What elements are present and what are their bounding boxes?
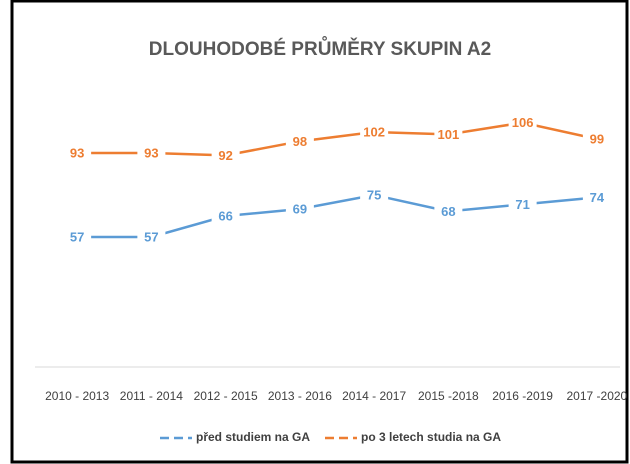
data-label-bg <box>360 123 389 141</box>
data-label: 75 <box>367 187 381 202</box>
data-label-bg <box>434 202 463 221</box>
data-label-bg <box>508 113 537 132</box>
legend-label: před studiem na GA <box>196 430 310 444</box>
data-label: 101 <box>438 127 460 142</box>
x-tick-label: 2014 - 2017 <box>342 389 406 403</box>
data-label: 74 <box>590 190 605 205</box>
data-label-bg <box>63 144 92 162</box>
data-label-bg <box>285 200 314 218</box>
x-tick-label: 2016 -2019 <box>492 389 553 403</box>
data-label: 93 <box>144 145 158 160</box>
x-tick-label: 2015 -2018 <box>418 389 479 403</box>
data-label-bg <box>508 195 537 214</box>
x-tick-label: 2012 - 2015 <box>194 389 258 403</box>
data-label-bg <box>137 228 166 246</box>
data-label-bg <box>582 188 611 207</box>
data-label: 92 <box>218 148 232 163</box>
frame <box>10 0 629 464</box>
x-tick-label: 2010 - 2013 <box>45 389 109 403</box>
data-label: 102 <box>363 124 385 139</box>
x-tick-label: 2013 - 2016 <box>268 389 332 403</box>
x-tick-label: 2017 -2020 <box>567 389 628 403</box>
data-label-bg <box>211 207 240 225</box>
data-label: 98 <box>293 134 307 149</box>
x-tick-label: 2011 - 2014 <box>120 389 183 403</box>
data-label: 93 <box>70 145 84 160</box>
data-label: 57 <box>144 229 158 244</box>
data-label-bg <box>360 186 389 204</box>
legend-label: po 3 letech studia na GA <box>361 430 501 444</box>
data-label-bg <box>211 146 240 165</box>
data-label: 71 <box>515 197 529 212</box>
chart-title: DLOUHODOBÉ PRŮMĚRY SKUPIN A2 <box>149 37 491 60</box>
data-label: 106 <box>512 115 534 130</box>
data-label-bg <box>63 228 92 246</box>
data-label: 99 <box>590 131 604 146</box>
data-label-bg <box>582 130 611 148</box>
data-label-bg <box>137 144 166 162</box>
data-label: 69 <box>293 201 307 216</box>
data-label-bg <box>434 125 463 144</box>
data-label: 68 <box>441 204 455 219</box>
data-label-bg <box>285 132 314 151</box>
data-label: 57 <box>70 229 84 244</box>
data-label: 66 <box>218 208 232 223</box>
